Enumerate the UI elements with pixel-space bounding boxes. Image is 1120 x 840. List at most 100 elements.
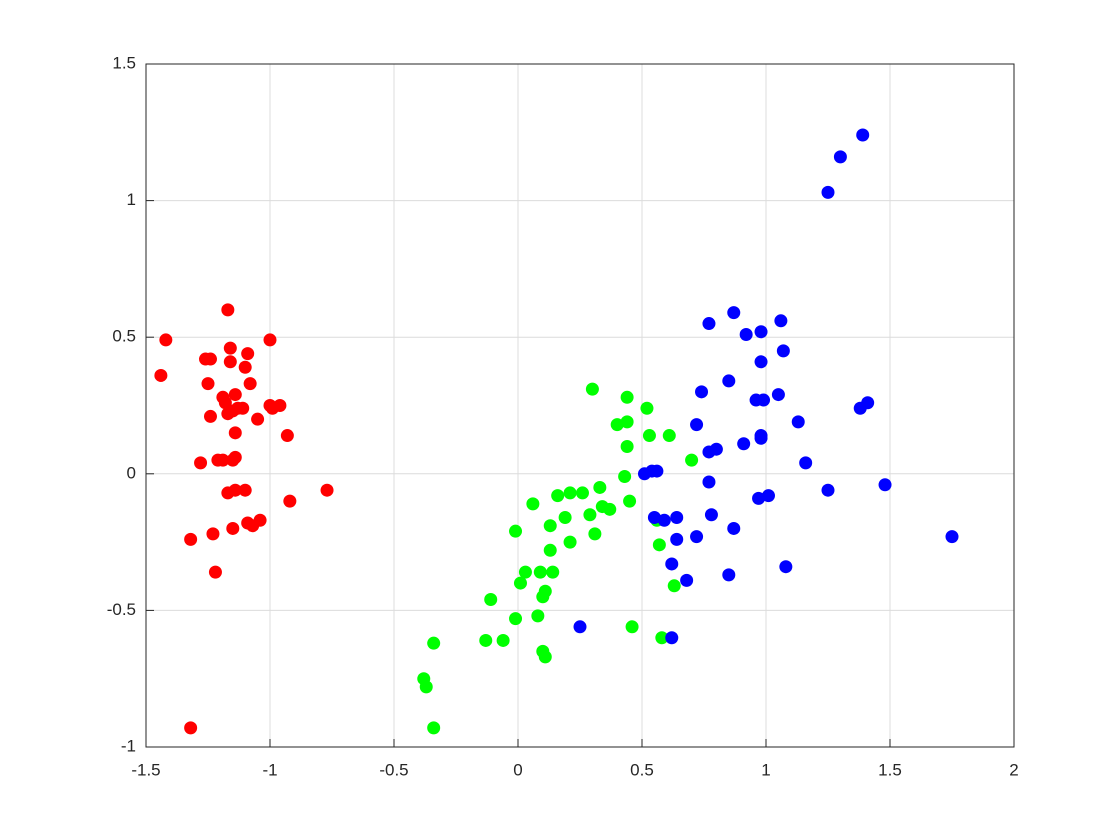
point bbox=[662, 429, 676, 443]
point bbox=[945, 530, 959, 544]
point bbox=[655, 631, 669, 645]
point bbox=[620, 415, 634, 429]
x-tick-label: -1.5 bbox=[131, 760, 160, 779]
point bbox=[702, 445, 716, 459]
point bbox=[754, 325, 768, 339]
point bbox=[657, 513, 671, 527]
point bbox=[283, 494, 297, 508]
point bbox=[194, 456, 208, 470]
point bbox=[479, 633, 493, 647]
point bbox=[154, 368, 168, 382]
x-tick-label: -1 bbox=[262, 760, 277, 779]
point bbox=[419, 680, 433, 694]
x-tick-label: 1.5 bbox=[878, 760, 902, 779]
point bbox=[878, 478, 892, 492]
point bbox=[603, 502, 617, 516]
point bbox=[536, 590, 550, 604]
point bbox=[228, 426, 242, 440]
x-tick-label: 2 bbox=[1009, 760, 1018, 779]
point bbox=[640, 401, 654, 415]
point bbox=[620, 439, 634, 453]
point bbox=[509, 524, 523, 538]
point bbox=[543, 519, 557, 533]
point bbox=[610, 418, 624, 432]
point bbox=[623, 494, 637, 508]
point bbox=[236, 401, 250, 415]
point bbox=[647, 511, 661, 525]
points-layer bbox=[154, 128, 959, 735]
point bbox=[757, 393, 771, 407]
point bbox=[833, 150, 847, 164]
point bbox=[754, 355, 768, 369]
point bbox=[243, 377, 257, 391]
point bbox=[558, 511, 572, 525]
y-tick-label: 0 bbox=[127, 463, 136, 482]
point bbox=[427, 721, 441, 735]
point bbox=[496, 633, 510, 647]
x-tick-label: 0 bbox=[513, 760, 522, 779]
point bbox=[216, 453, 230, 467]
point bbox=[226, 453, 240, 467]
point bbox=[761, 489, 775, 503]
point bbox=[533, 565, 547, 579]
point bbox=[588, 527, 602, 541]
point bbox=[637, 467, 651, 481]
point bbox=[159, 333, 173, 347]
point bbox=[690, 530, 704, 544]
point bbox=[722, 568, 736, 582]
point bbox=[551, 489, 565, 503]
point bbox=[563, 486, 577, 500]
point bbox=[509, 612, 523, 626]
point bbox=[690, 418, 704, 432]
point bbox=[484, 592, 498, 606]
point bbox=[856, 128, 870, 142]
point bbox=[228, 483, 242, 497]
point bbox=[241, 516, 255, 530]
point bbox=[727, 521, 741, 535]
point bbox=[665, 631, 679, 645]
point bbox=[771, 388, 785, 402]
point bbox=[695, 385, 709, 399]
point bbox=[652, 538, 666, 552]
y-tick-label: -1 bbox=[121, 736, 136, 755]
point bbox=[685, 453, 699, 467]
point bbox=[546, 565, 560, 579]
point bbox=[203, 352, 217, 366]
point bbox=[573, 620, 587, 634]
point bbox=[642, 429, 656, 443]
point bbox=[791, 415, 805, 429]
x-tick-label: 1 bbox=[761, 760, 770, 779]
point bbox=[538, 650, 552, 664]
point bbox=[320, 483, 334, 497]
y-tick-label: 0.5 bbox=[112, 327, 136, 346]
point bbox=[727, 306, 741, 320]
point bbox=[702, 475, 716, 489]
point bbox=[221, 303, 235, 317]
point bbox=[583, 508, 597, 522]
point bbox=[226, 404, 240, 418]
point bbox=[280, 429, 294, 443]
point bbox=[184, 532, 198, 546]
point bbox=[754, 431, 768, 445]
point bbox=[670, 532, 684, 546]
point bbox=[184, 721, 198, 735]
point bbox=[518, 565, 532, 579]
y-tick-label: 1.5 bbox=[112, 53, 136, 72]
point bbox=[563, 535, 577, 549]
point bbox=[665, 557, 679, 571]
x-tick-label: 0.5 bbox=[630, 760, 654, 779]
point bbox=[593, 480, 607, 494]
point bbox=[575, 486, 589, 500]
point bbox=[203, 409, 217, 423]
point bbox=[263, 333, 277, 347]
point bbox=[238, 360, 252, 374]
point bbox=[223, 341, 237, 355]
point bbox=[228, 388, 242, 402]
point bbox=[774, 314, 788, 328]
point bbox=[238, 483, 252, 497]
y-tick-label: -0.5 bbox=[107, 600, 136, 619]
point bbox=[585, 382, 599, 396]
point bbox=[670, 511, 684, 525]
